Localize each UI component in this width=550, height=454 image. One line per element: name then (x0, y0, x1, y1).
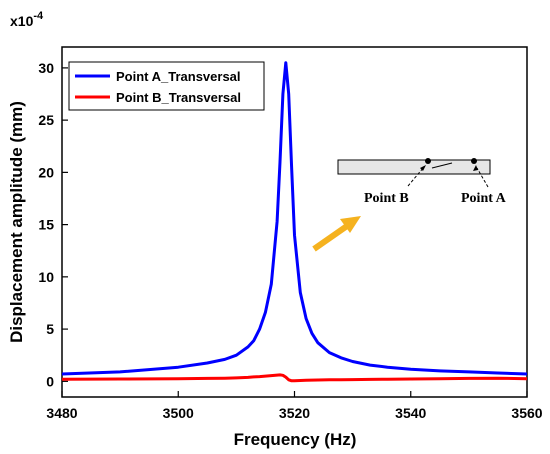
callout-arrow (312, 216, 361, 252)
series-lines (61, 61, 528, 383)
beam-body (337, 159, 491, 175)
y-tick-label: 20 (38, 164, 54, 180)
y-axis-title: Displacement amplitude (mm) (7, 101, 26, 343)
y-tick-label: 15 (38, 217, 54, 233)
series-line-point-a (61, 61, 528, 376)
beam-inset: Point B Point A (337, 158, 507, 206)
y-axis-ticks: 0 5 10 15 20 25 30 (38, 60, 68, 389)
y-scale-label: x10-4 (10, 10, 44, 29)
point-b-arrowhead (420, 165, 426, 171)
y-tick-label: 30 (38, 60, 54, 76)
x-tick-label: 3540 (395, 405, 426, 421)
series-line-point-b (61, 373, 528, 383)
legend-label-point-b: Point B_Transversal (116, 90, 241, 105)
y-tick-label: 0 (46, 373, 54, 389)
x-axis-ticks: 3480 3500 3520 3540 3560 (46, 391, 543, 421)
legend-label-point-a: Point A_Transversal (116, 69, 241, 84)
legend-box (68, 61, 265, 111)
point-a-label: Point A (461, 191, 507, 206)
y-scale-exponent: -4 (33, 10, 44, 22)
legend: Point A_Transversal Point B_Transversal (68, 61, 265, 111)
x-tick-label: 3520 (279, 405, 310, 421)
x-tick-label: 3500 (163, 405, 194, 421)
y-tick-label: 5 (46, 321, 54, 337)
x-tick-label: 3560 (511, 405, 542, 421)
point-a-arrowhead (473, 165, 478, 171)
point-b-marker (425, 158, 431, 164)
y-tick-label: 25 (38, 112, 54, 128)
x-axis-title: Frequency (Hz) (234, 430, 357, 449)
point-a-marker (471, 158, 477, 164)
point-b-label: Point B (364, 191, 409, 206)
x-tick-label: 3480 (46, 405, 77, 421)
callout-arrow-head (340, 216, 361, 233)
callout-arrow-shaft (312, 223, 349, 252)
y-tick-label: 10 (38, 269, 54, 285)
point-a-pointer (476, 167, 489, 188)
point-b-pointer (407, 166, 425, 187)
beam-crack (431, 162, 453, 169)
